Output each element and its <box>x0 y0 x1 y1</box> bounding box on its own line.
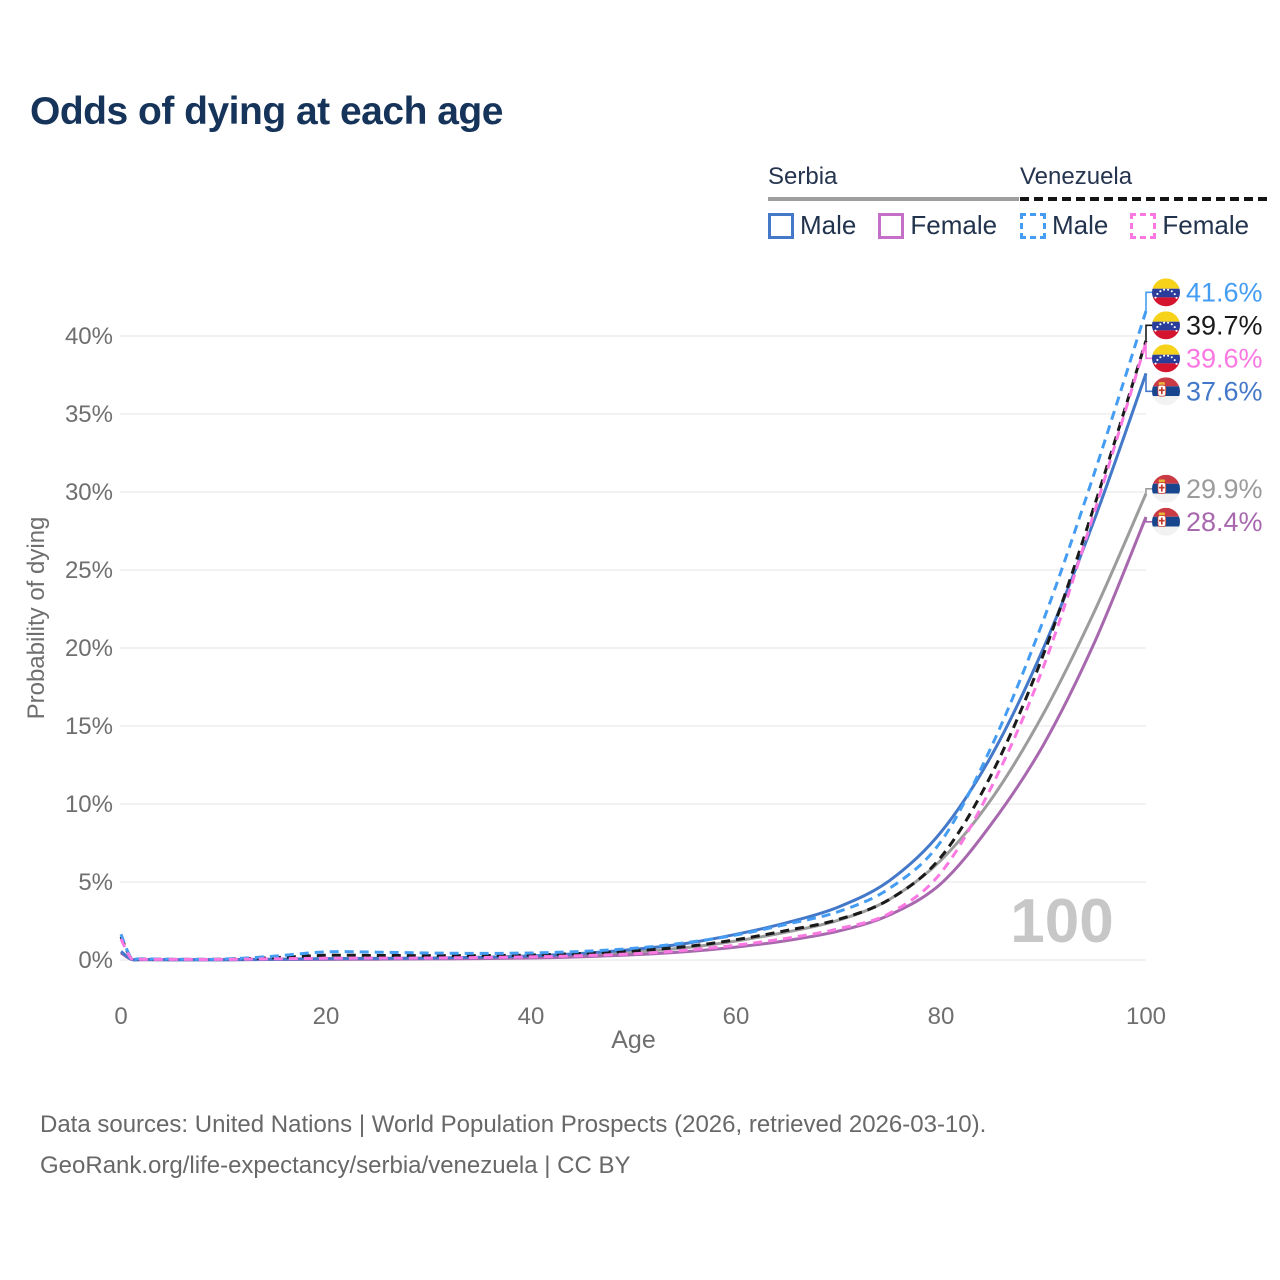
legend-swatch-venezuela-female[interactable] <box>1130 212 1157 239</box>
y-tick-label: 5% <box>78 869 113 896</box>
x-tick-label: 60 <box>723 1003 750 1030</box>
age-counter-watermark: 100 <box>1010 887 1113 956</box>
x-tick-label: 100 <box>1126 1003 1166 1030</box>
x-tick-label: 0 <box>114 1003 127 1030</box>
y-tick-label: 40% <box>65 323 113 350</box>
legend-group-serbia: Serbia Male Female <box>768 163 1020 241</box>
y-tick-label: 25% <box>65 557 113 584</box>
page-title: Odds of dying at each age <box>30 90 503 133</box>
serbia-flag-icon <box>1152 377 1180 406</box>
series-line-venezuela-female[interactable] <box>119 341 1148 962</box>
x-axis-title: Age <box>611 1026 655 1054</box>
y-tick-label: 35% <box>65 401 113 428</box>
legend-label-venezuela-male[interactable]: Male <box>1052 210 1109 240</box>
legend-swatch-serbia-female[interactable] <box>878 212 905 239</box>
serbia-flag-icon <box>1152 507 1180 536</box>
y-tick-label: 10% <box>65 791 113 818</box>
data-sources-line2: GeoRank.org/life-expectancy/serbia/venez… <box>40 1152 631 1179</box>
end-label-leader <box>1145 291 1152 311</box>
data-sources: Data sources: United Nations | World Pop… <box>40 1104 986 1186</box>
venezuela-line-style-swatch <box>1020 197 1272 201</box>
legend-swatch-venezuela-male[interactable] <box>1020 212 1046 239</box>
series-line-venezuela-male[interactable] <box>119 310 1148 961</box>
y-tick-label: 15% <box>65 713 113 740</box>
legend-label-serbia-female[interactable]: Female <box>910 210 998 240</box>
legend-country-venezuela-label[interactable]: Venezuela <box>1020 163 1133 190</box>
serbia-line-style-swatch <box>768 197 1020 201</box>
end-value-label-venezuela-male: 41.6% <box>1186 277 1263 307</box>
end-value-label-serbia-both: 29.9% <box>1186 474 1263 504</box>
venezuela-flag-icon <box>1152 344 1180 373</box>
end-value-label-venezuela-female: 39.6% <box>1186 343 1263 373</box>
end-value-label-serbia-male: 37.6% <box>1186 376 1263 406</box>
end-label-leader <box>1145 373 1152 393</box>
x-tick-label: 40 <box>518 1003 545 1030</box>
end-label-leader <box>1145 488 1152 494</box>
legend-swatch-serbia-male[interactable] <box>768 212 794 239</box>
end-label-leader <box>1145 324 1152 341</box>
end-label-leader <box>1145 342 1152 360</box>
series-line-venezuela-both[interactable] <box>119 340 1148 961</box>
y-tick-label: 20% <box>65 635 113 662</box>
venezuela-flag-icon <box>1152 311 1180 340</box>
x-tick-label: 20 <box>313 1003 340 1030</box>
end-value-label-serbia-female: 28.4% <box>1186 507 1263 537</box>
series-line-serbia-female[interactable] <box>120 516 1148 962</box>
series-line-serbia-male[interactable] <box>120 372 1148 962</box>
x-tick-label: 80 <box>928 1003 955 1030</box>
legend-country-serbia-label[interactable]: Serbia <box>768 163 838 190</box>
legend-label-venezuela-female[interactable]: Female <box>1162 210 1250 240</box>
data-sources-line1: Data sources: United Nations | World Pop… <box>40 1111 987 1138</box>
y-tick-label: 30% <box>65 479 113 506</box>
end-value-label-venezuela-both: 39.7% <box>1186 310 1263 340</box>
y-tick-label: 0% <box>78 947 113 974</box>
end-label-leader <box>1145 517 1152 523</box>
serbia-flag-icon <box>1152 474 1180 503</box>
legend: Serbia Male Female Venezuela Male Female <box>0 163 1280 243</box>
legend-group-venezuela: Venezuela Male Female <box>1020 163 1272 241</box>
venezuela-flag-icon <box>1152 278 1180 307</box>
y-axis-title: Probability of dying <box>23 517 50 720</box>
legend-label-serbia-male[interactable]: Male <box>800 210 857 240</box>
